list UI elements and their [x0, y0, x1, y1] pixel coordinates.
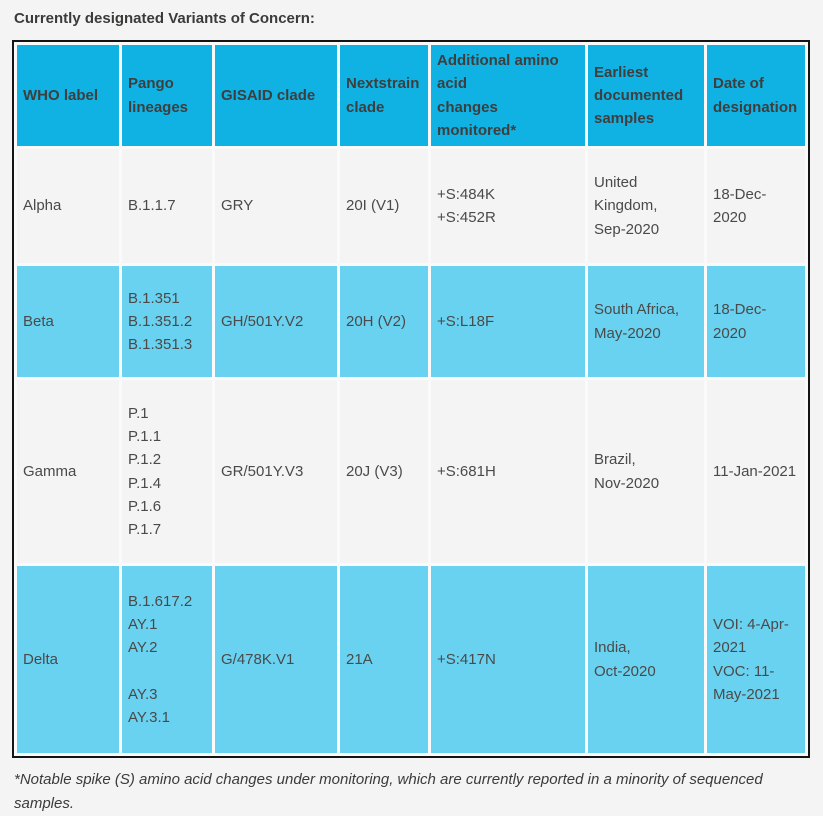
table-row-alpha: Alpha B.1.1.7 GRY 20I (V1) +S:484K +S:45…: [17, 149, 805, 263]
cell-nextstrain-clade: 20H (V2): [340, 266, 428, 377]
cell-gisaid-clade: GR/501Y.V3: [215, 380, 337, 563]
header-gisaid-clade: GISAID clade: [215, 45, 337, 146]
cell-who-label: Gamma: [17, 380, 119, 563]
table-row-gamma: Gamma P.1 P.1.1 P.1.2 P.1.4 P.1.6 P.1.7 …: [17, 380, 805, 563]
cell-earliest-samples: United Kingdom, Sep-2020: [588, 149, 704, 263]
header-pango-lineages: Pango lineages: [122, 45, 212, 146]
header-date-of-designation: Date of designation: [707, 45, 805, 146]
cell-who-label: Delta: [17, 566, 119, 753]
cell-gisaid-clade: GH/501Y.V2: [215, 266, 337, 377]
footnote: *Notable spike (S) amino acid changes un…: [14, 771, 763, 812]
cell-date-of-designation: 18-Dec-2020: [707, 266, 805, 377]
cell-who-label: Alpha: [17, 149, 119, 263]
page-title: Currently designated Variants of Concern…: [14, 10, 315, 27]
cell-pango-lineages: B.1.1.7: [122, 149, 212, 263]
cell-who-label: Beta: [17, 266, 119, 377]
cell-additional-changes: +S:484K +S:452R: [431, 149, 585, 263]
cell-nextstrain-clade: 20I (V1): [340, 149, 428, 263]
table-row-beta: Beta B.1.351 B.1.351.2 B.1.351.3 GH/501Y…: [17, 266, 805, 377]
header-nextstrain-clade: Nextstrain clade: [340, 45, 428, 146]
cell-pango-lineages: P.1 P.1.1 P.1.2 P.1.4 P.1.6 P.1.7: [122, 380, 212, 563]
cell-pango-lineages: B.1.617.2 AY.1 AY.2 AY.3 AY.3.1: [122, 566, 212, 753]
cell-additional-changes: +S:681H: [431, 380, 585, 563]
header-row: WHO label Pango lineages GISAID clade Ne…: [17, 45, 805, 146]
cell-gisaid-clade: GRY: [215, 149, 337, 263]
table-body: Alpha B.1.1.7 GRY 20I (V1) +S:484K +S:45…: [17, 149, 805, 753]
cell-nextstrain-clade: 20J (V3): [340, 380, 428, 563]
cell-earliest-samples: South Africa, May-2020: [588, 266, 704, 377]
cell-earliest-samples: Brazil, Nov-2020: [588, 380, 704, 563]
table-header: WHO label Pango lineages GISAID clade Ne…: [17, 45, 805, 146]
cell-pango-lineages: B.1.351 B.1.351.2 B.1.351.3: [122, 266, 212, 377]
variants-of-concern-table: WHO label Pango lineages GISAID clade Ne…: [12, 40, 810, 758]
table-row-delta: Delta B.1.617.2 AY.1 AY.2 AY.3 AY.3.1 G/…: [17, 566, 805, 753]
cell-earliest-samples: India, Oct-2020: [588, 566, 704, 753]
cell-date-of-designation: 18-Dec-2020: [707, 149, 805, 263]
cell-additional-changes: +S:L18F: [431, 266, 585, 377]
header-earliest-samples: Earliest documented samples: [588, 45, 704, 146]
cell-date-of-designation: 11-Jan-2021: [707, 380, 805, 563]
header-who-label: WHO label: [17, 45, 119, 146]
cell-gisaid-clade: G/478K.V1: [215, 566, 337, 753]
cell-date-of-designation: VOI: 4-Apr- 2021 VOC: 11- May-2021: [707, 566, 805, 753]
cell-additional-changes: +S:417N: [431, 566, 585, 753]
cell-nextstrain-clade: 21A: [340, 566, 428, 753]
header-additional-changes: Additional amino acid changes monitored*: [431, 45, 585, 146]
